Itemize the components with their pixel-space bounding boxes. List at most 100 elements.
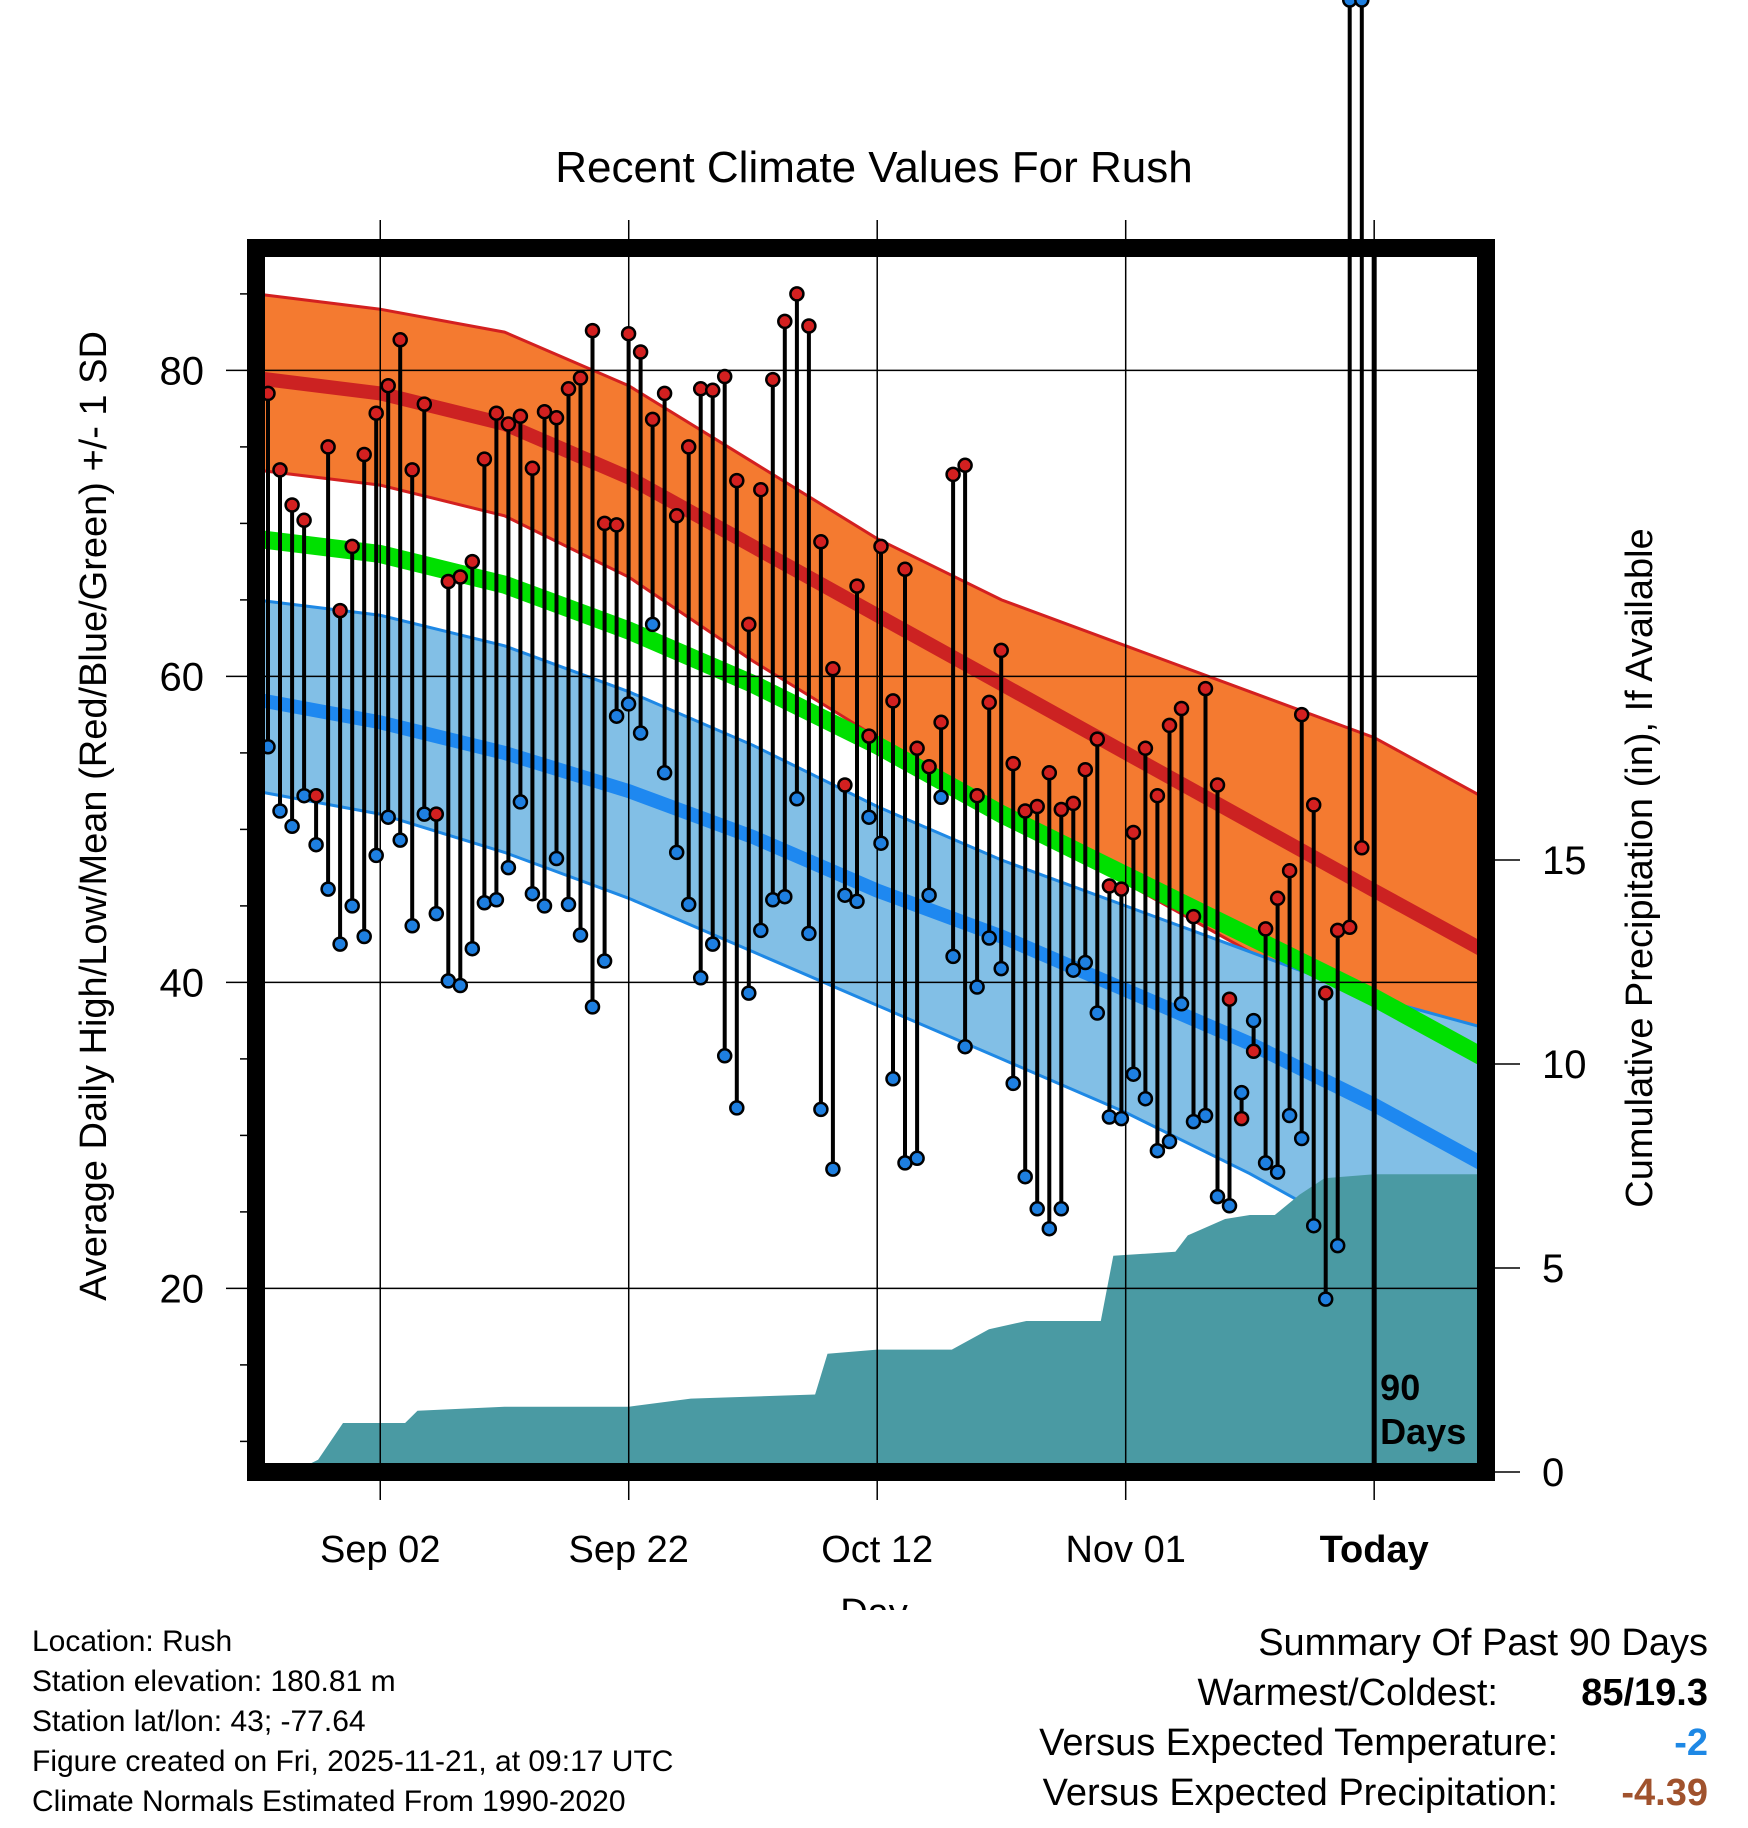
location-text: Location: Rush: [32, 1625, 233, 1658]
daily-low-point: [921, 887, 937, 903]
daily-low-point: [837, 887, 853, 903]
daily-low-point: [656, 765, 673, 781]
daily-low-point: [1281, 1107, 1298, 1124]
daily-high-point: [1293, 706, 1310, 723]
y-tick-label: 60: [160, 655, 205, 699]
daily-low-point: [1041, 1220, 1058, 1237]
daily-low-point: [1125, 1066, 1142, 1082]
daily-high-point: [512, 408, 529, 425]
daily-low-point: [560, 896, 577, 913]
daily-low-point: [849, 893, 865, 910]
daily-low-point: [1305, 1217, 1322, 1234]
daily-low-point: [1149, 1142, 1166, 1159]
daily-high-point: [656, 385, 673, 402]
daily-low-point: [428, 905, 445, 922]
daily-high-point: [753, 481, 769, 498]
daily-low-point: [777, 888, 793, 905]
daily-high-point: [1185, 908, 1202, 925]
precip-label: Versus Expected Precipitation:: [1042, 1771, 1558, 1814]
daily-high-point: [837, 777, 853, 793]
daily-low-point: [813, 1101, 829, 1118]
created-text: Figure created on Fri, 2025-11-21, at 09…: [32, 1745, 674, 1778]
daily-low-point: [632, 725, 649, 741]
daily-high-point: [1005, 755, 1021, 772]
precip-row: Versus Expected Precipitation: -4.39: [808, 1768, 1708, 1818]
daily-high-point: [524, 460, 541, 477]
daily-high-point: [464, 553, 481, 570]
daily-high-point: [380, 377, 396, 394]
daily-low-point: [608, 708, 625, 724]
y2-axis-label: Cumulative Precipitation (in), If Availa…: [1619, 528, 1661, 1207]
daily-low-point: [500, 859, 517, 876]
daily-high-point: [1125, 824, 1142, 841]
daily-high-point: [885, 693, 901, 709]
daily-high-point: [272, 462, 288, 478]
daily-high-point: [548, 410, 565, 426]
daily-low-point: [1293, 1130, 1310, 1147]
daily-high-point: [801, 318, 817, 334]
daily-low-point: [1245, 1012, 1262, 1029]
daily-high-point: [861, 728, 877, 744]
daily-high-point: [680, 439, 697, 455]
daily-low-point: [584, 999, 601, 1015]
daily-high-point: [1269, 890, 1286, 907]
warmest-coldest-value: 85/19.3: [1581, 1671, 1708, 1714]
daily-high-point: [777, 313, 793, 330]
daily-low-point: [1185, 1113, 1202, 1130]
daily-low-point: [753, 922, 769, 939]
daily-low-point: [861, 809, 877, 825]
y2-tick-label: 5: [1542, 1247, 1564, 1291]
daily-high-point: [897, 561, 913, 578]
daily-high-point: [1173, 700, 1190, 717]
daily-high-point: [572, 370, 589, 386]
daily-high-point: [981, 694, 997, 711]
daily-high-point: [452, 569, 469, 585]
daily-low-point: [692, 970, 709, 986]
daily-high-point: [945, 466, 961, 483]
daily-high-point: [1221, 991, 1238, 1007]
today-label-days: Days: [1380, 1411, 1466, 1452]
daily-high-point: [813, 534, 829, 550]
y-tick-label: 80: [160, 349, 205, 393]
daily-high-point: [789, 286, 805, 302]
daily-high-point: [476, 451, 493, 467]
daily-low-point: [1233, 1084, 1250, 1101]
daily-low-point: [1329, 1237, 1346, 1254]
precipitation-area: [256, 1174, 1486, 1472]
daily-low-point: [1029, 1201, 1045, 1217]
normals-note-text: Climate Normals Estimated From 1990-2020: [32, 1785, 626, 1818]
daily-low-point: [1137, 1090, 1154, 1107]
daily-low-point: [524, 885, 541, 902]
daily-high-point: [957, 457, 973, 474]
daily-low-point: [933, 789, 949, 806]
daily-low-point: [1017, 1168, 1033, 1185]
daily-high-point: [560, 381, 577, 397]
temp-label: Versus Expected Temperature:: [1039, 1721, 1558, 1764]
daily-low-point: [488, 892, 505, 908]
daily-high-point: [825, 661, 841, 677]
precip-value: -4.39: [1621, 1771, 1708, 1814]
daily-high-point: [488, 405, 505, 421]
daily-low-point: [380, 809, 396, 825]
daily-high-point: [1089, 731, 1106, 747]
y-tick-label: 40: [160, 961, 205, 1005]
daily-high-point: [1233, 1110, 1250, 1127]
daily-low-point: [356, 928, 372, 945]
daily-high-point: [1257, 921, 1274, 937]
daily-high-point: [1149, 787, 1166, 804]
daily-high-point: [716, 368, 733, 385]
daily-low-point: [1005, 1075, 1021, 1092]
daily-high-point: [632, 344, 649, 360]
daily-high-point: [344, 538, 360, 555]
daily-high-point: [332, 602, 348, 619]
daily-low-point: [1209, 1188, 1226, 1205]
daily-low-point: [344, 898, 360, 914]
daily-low-point: [512, 794, 529, 810]
daily-low-point: [1354, 0, 1370, 8]
warmest-coldest-row: Warmest/Coldest: 85/19.3: [808, 1668, 1708, 1718]
daily-low-point: [969, 979, 985, 995]
daily-high-point: [873, 538, 889, 555]
daily-low-point: [404, 918, 420, 934]
